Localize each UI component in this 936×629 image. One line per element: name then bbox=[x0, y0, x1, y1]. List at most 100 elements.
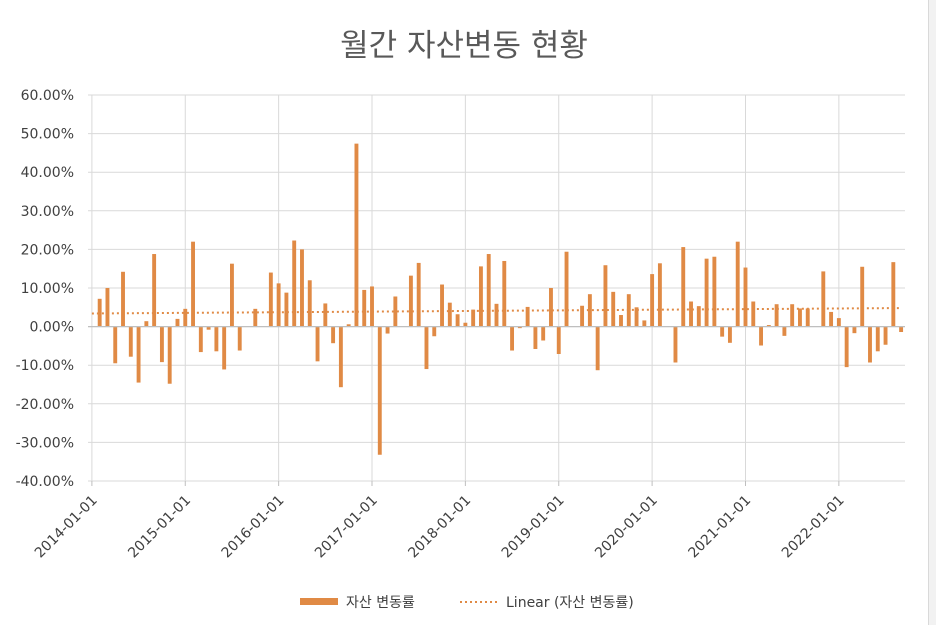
y-tick-label: 30.00% bbox=[21, 204, 74, 220]
bar bbox=[354, 144, 358, 327]
bar bbox=[728, 327, 732, 343]
bar bbox=[214, 327, 218, 352]
x-tick-label: 2017-01-01 bbox=[312, 493, 381, 562]
bar bbox=[316, 327, 320, 362]
bar bbox=[876, 327, 880, 352]
bar bbox=[837, 318, 841, 326]
bar bbox=[736, 242, 740, 327]
bar bbox=[549, 288, 553, 327]
bar bbox=[440, 285, 444, 327]
bar bbox=[689, 302, 693, 327]
bar bbox=[238, 327, 242, 351]
bar bbox=[487, 254, 491, 327]
bar bbox=[533, 327, 537, 349]
y-tick-label: -20.00% bbox=[16, 397, 74, 413]
y-tick-label: 0.00% bbox=[30, 320, 74, 336]
bar bbox=[565, 252, 569, 327]
bar bbox=[199, 327, 203, 352]
x-tick-label: 2021-01-01 bbox=[685, 493, 754, 562]
bar bbox=[183, 309, 187, 327]
bar bbox=[362, 290, 366, 327]
bar bbox=[253, 309, 257, 327]
bar bbox=[510, 327, 514, 351]
bar bbox=[806, 308, 810, 326]
bar bbox=[137, 327, 141, 383]
bar bbox=[775, 304, 779, 326]
bar bbox=[884, 327, 888, 345]
bar bbox=[284, 293, 288, 327]
bar bbox=[821, 271, 825, 326]
bar bbox=[168, 327, 172, 384]
y-tick-label: -10.00% bbox=[16, 358, 74, 374]
bar bbox=[471, 310, 475, 327]
x-tick-label: 2019-01-01 bbox=[499, 493, 568, 562]
bar bbox=[860, 267, 864, 327]
bar bbox=[899, 327, 903, 332]
y-tick-label: 40.00% bbox=[21, 165, 74, 181]
x-tick-label: 2018-01-01 bbox=[405, 493, 474, 562]
legend-trend-label: Linear (자산 변동률) bbox=[506, 595, 634, 611]
bar bbox=[852, 327, 856, 334]
bar bbox=[323, 303, 327, 326]
legend-bar-swatch bbox=[300, 598, 338, 605]
bar bbox=[425, 327, 429, 369]
y-tick-label: -40.00% bbox=[16, 474, 74, 490]
bar bbox=[596, 327, 600, 371]
bar bbox=[113, 327, 117, 364]
bar bbox=[502, 261, 506, 327]
chart-title: 월간 자산변동 현황 bbox=[340, 28, 588, 64]
bar bbox=[674, 327, 678, 363]
bar bbox=[331, 327, 335, 344]
bar bbox=[603, 265, 607, 326]
bar bbox=[580, 306, 584, 327]
bar bbox=[720, 327, 724, 337]
y-axis-tick-labels: -40.00%-30.00%-20.00%-10.00%0.00%10.00%2… bbox=[16, 88, 74, 490]
legend-bar-label: 자산 변동률 bbox=[346, 595, 415, 611]
x-tick-label: 2014-01-01 bbox=[32, 493, 101, 562]
bar bbox=[759, 327, 763, 346]
legend: 자산 변동률 Linear (자산 변동률) bbox=[300, 595, 634, 611]
y-tick-label: 10.00% bbox=[21, 281, 74, 297]
bar bbox=[409, 276, 413, 327]
bar bbox=[479, 266, 483, 326]
gridlines bbox=[88, 95, 905, 486]
bar bbox=[308, 280, 312, 326]
bar bbox=[144, 321, 148, 326]
bar bbox=[619, 315, 623, 327]
bar-series bbox=[90, 144, 903, 455]
bar bbox=[495, 304, 499, 327]
window-edge bbox=[928, 0, 936, 625]
bar bbox=[129, 327, 133, 357]
bar bbox=[222, 327, 226, 370]
bar bbox=[432, 327, 436, 337]
bar bbox=[557, 327, 561, 354]
bar bbox=[845, 327, 849, 368]
x-tick-label: 2022-01-01 bbox=[779, 493, 848, 562]
bar bbox=[681, 247, 685, 327]
bar bbox=[891, 262, 895, 326]
bar bbox=[650, 274, 654, 326]
bar bbox=[160, 327, 164, 363]
bar bbox=[790, 304, 794, 326]
bar bbox=[798, 308, 802, 326]
bar bbox=[176, 319, 180, 327]
bar bbox=[292, 241, 296, 327]
bar bbox=[642, 320, 646, 326]
bar bbox=[106, 288, 110, 327]
bar bbox=[386, 327, 390, 334]
bar bbox=[370, 286, 374, 326]
y-tick-label: 50.00% bbox=[21, 127, 74, 143]
x-tick-label: 2015-01-01 bbox=[125, 493, 194, 562]
bar bbox=[121, 272, 125, 327]
bar bbox=[393, 296, 397, 326]
bar bbox=[456, 314, 460, 326]
bar bbox=[829, 312, 833, 327]
bar bbox=[658, 263, 662, 326]
bar bbox=[744, 268, 748, 327]
y-tick-label: 60.00% bbox=[21, 88, 74, 104]
bar bbox=[378, 327, 382, 455]
bar bbox=[277, 283, 281, 326]
bar bbox=[712, 257, 716, 327]
